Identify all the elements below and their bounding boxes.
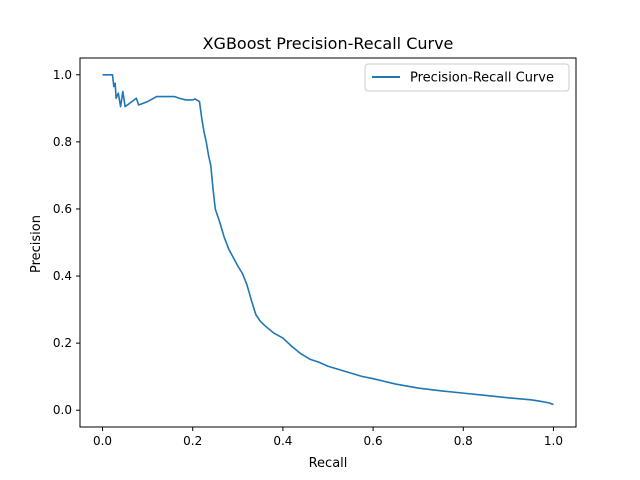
y-tick-label: 0.6 (53, 202, 72, 216)
y-tick-label: 1.0 (53, 68, 72, 82)
y-tick-label: 0.4 (53, 269, 72, 283)
legend-box (364, 63, 570, 92)
x-tick-label: 1.0 (544, 434, 563, 448)
x-tick-label: 0.0 (93, 434, 112, 448)
legend-label: Precision-Recall Curve (410, 71, 554, 86)
x-tick-label: 0.8 (454, 434, 473, 448)
x-tick-label: 0.2 (183, 434, 202, 448)
x-axis-label: Recall (309, 456, 348, 471)
y-tick-label: 0.0 (53, 403, 72, 417)
legend: Precision-Recall Curve (364, 63, 570, 92)
y-tick-label: 0.2 (53, 336, 72, 350)
y-axis-label: Precision (29, 215, 44, 273)
x-tick-label: 0.4 (273, 434, 292, 448)
y-tick-label: 0.8 (53, 135, 72, 149)
plot-frame (79, 57, 577, 428)
series-line-precision-recall (102, 73, 554, 406)
chart-title: XGBoost Precision-Recall Curve (203, 34, 454, 53)
x-tick-label: 0.6 (364, 434, 383, 448)
